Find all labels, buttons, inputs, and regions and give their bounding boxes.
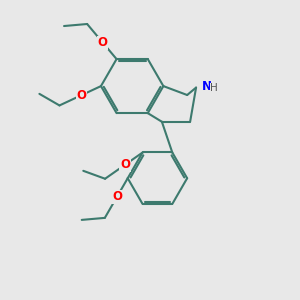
- Text: N: N: [201, 80, 212, 94]
- Text: O: O: [76, 88, 87, 102]
- Text: O: O: [120, 158, 130, 171]
- Text: H: H: [210, 83, 218, 94]
- Text: O: O: [112, 190, 122, 203]
- Text: O: O: [98, 36, 108, 49]
